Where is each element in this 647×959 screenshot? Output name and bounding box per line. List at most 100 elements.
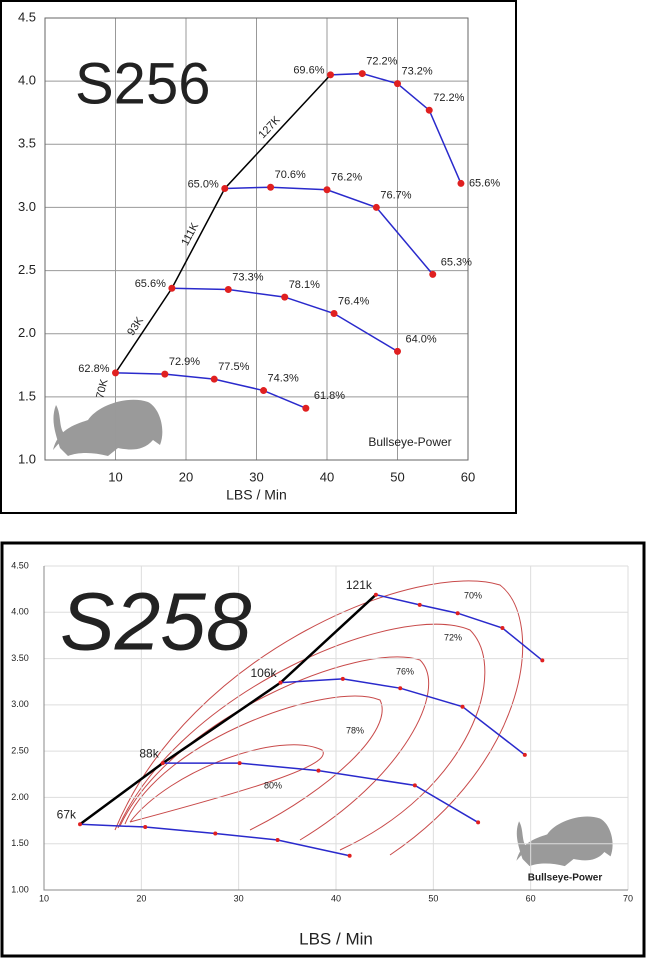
data-point (358, 70, 366, 78)
data-point (417, 602, 422, 607)
y-tick-label: 2.50 (11, 746, 29, 756)
contour (117, 623, 486, 851)
y-tick-label: 3.5 (18, 136, 36, 151)
data-point (275, 838, 280, 843)
x-tick-label: 30 (234, 893, 244, 903)
data-point (394, 347, 401, 355)
speed-label: 106k (250, 666, 277, 680)
data-point (161, 370, 169, 378)
x-tick-label: 60 (461, 469, 475, 484)
y-tick-label: 1.00 (11, 884, 29, 894)
chart-frame (0, 0, 517, 514)
bull-logo (516, 816, 613, 867)
data-point (429, 270, 437, 278)
efficiency-label: 62.8% (78, 363, 109, 375)
bull-shape (516, 816, 613, 867)
chart: 1.00 1.50 2.00 2.50 3.00 3.50 4.00 4.50 10 20 30 40… (11, 560, 633, 948)
speed-label: 127K (256, 114, 283, 141)
data-point (213, 831, 218, 836)
data-point (522, 752, 527, 757)
x-tick-label: 50 (390, 469, 404, 484)
data-point (412, 783, 417, 788)
data-point (237, 761, 242, 766)
x-tick-label: 10 (39, 893, 49, 903)
efficiency-label: 61.8% (314, 390, 345, 402)
efficiency-label: 73.3% (232, 271, 263, 283)
x-tick-label: 20 (136, 893, 146, 903)
efficiency-label: 77.5% (218, 361, 249, 373)
data-point (373, 592, 378, 597)
y-tick-label: 4.0 (18, 73, 36, 88)
data-point (302, 404, 310, 412)
speed-line (162, 762, 479, 824)
efficiency-label: 73.2% (402, 66, 433, 78)
contour (124, 695, 383, 831)
data-point (327, 71, 335, 79)
surge-line (79, 593, 377, 826)
data-point (425, 106, 433, 114)
data-point (347, 853, 352, 858)
efficiency-label: 65.6% (469, 177, 500, 189)
bull-logo (53, 399, 163, 456)
chart: 1.0 1.5 2.0 2.5 3.0 3.5 4.0 4.5 10 20 30 40 50 60 LBS … (18, 9, 500, 502)
speed-label: 88k (139, 746, 159, 760)
data-point (330, 310, 338, 318)
x-tick-label: 60 (526, 893, 536, 903)
data-point (476, 820, 481, 825)
efficiency-label: 64.0% (406, 333, 437, 345)
speed-label: 93K (125, 314, 146, 337)
efficiency-label: 65.3% (441, 256, 472, 268)
bull-shape (53, 399, 163, 456)
y-tick-label: 2.00 (11, 792, 29, 802)
watermark: Bullseye-Power (528, 873, 603, 884)
x-tick-label: 30 (249, 469, 263, 484)
x-tick-label: 20 (179, 469, 193, 484)
efficiency-label: 78.1% (289, 279, 320, 291)
efficiency-label: 76.2% (331, 172, 362, 184)
data-point (372, 203, 380, 211)
data-point (540, 658, 545, 663)
x-tick-label: 40 (320, 469, 334, 484)
plot-axes (43, 566, 628, 891)
data-point (398, 686, 403, 691)
speed-line (79, 823, 350, 857)
data-point (210, 375, 218, 383)
y-tick-label: 4.5 (18, 9, 36, 24)
speed-label: 121k (346, 578, 373, 592)
x-tick-label: 40 (331, 893, 341, 903)
x-tick-label: 10 (108, 469, 122, 484)
data-point (500, 626, 505, 631)
speed-line (280, 678, 526, 756)
y-tick-label: 1.5 (18, 388, 36, 403)
efficiency-label: 72.2% (433, 92, 464, 104)
y-tick-label: 3.50 (11, 653, 29, 663)
data-point (394, 80, 401, 88)
x-tick-label: 50 (428, 893, 438, 903)
efficiency-label: 80% (264, 780, 282, 790)
data-point (460, 704, 465, 709)
efficiency-label: 72.2% (366, 55, 397, 67)
efficiency-label: 65.0% (188, 178, 219, 190)
data-point (455, 611, 460, 616)
data-point (224, 286, 232, 294)
efficiency-label: 76.4% (338, 295, 369, 307)
data-point (281, 293, 289, 301)
y-tick-label: 2.5 (18, 262, 36, 277)
data-point (323, 186, 331, 194)
x-tick-label: 70 (623, 893, 633, 903)
efficiency-label: 74.3% (268, 372, 299, 384)
efficiency-label: 78% (346, 725, 364, 735)
data-point (78, 822, 83, 827)
data-point (168, 284, 176, 292)
data-point (457, 179, 465, 187)
data-point (340, 676, 345, 681)
chart-title: S256 (75, 51, 210, 116)
data-point (143, 825, 148, 830)
data-point (221, 184, 229, 192)
efficiency-label: 65.6% (135, 278, 166, 290)
plot-frame (44, 17, 469, 461)
surge-line (114, 74, 332, 374)
efficiency-label: 70% (464, 590, 482, 600)
contour (129, 744, 324, 823)
